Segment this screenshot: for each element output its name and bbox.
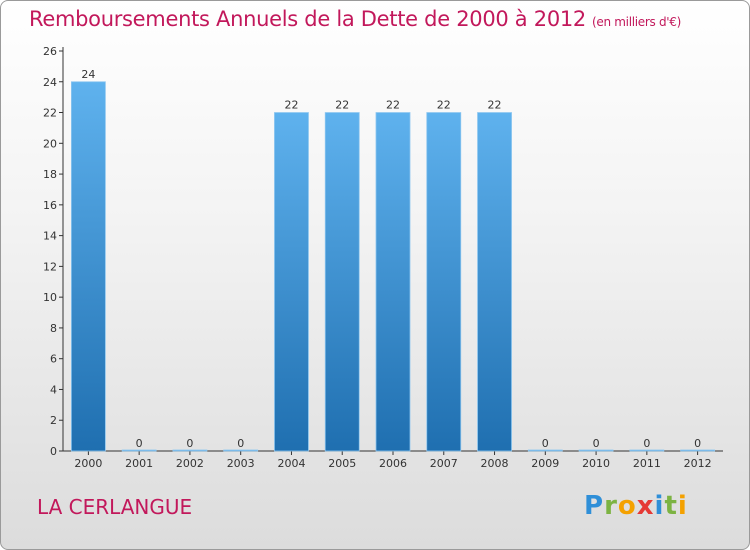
logo-letter: P xyxy=(584,491,605,521)
place-name: LA CERLANGUE xyxy=(37,495,193,519)
y-tick-label: 8 xyxy=(50,322,57,335)
data-label: 0 xyxy=(186,437,193,450)
data-label: 0 xyxy=(136,437,143,450)
x-tick-label: 2004 xyxy=(277,457,305,470)
logo-letter: r xyxy=(604,491,618,521)
bar xyxy=(680,449,716,452)
y-tick-label: 2 xyxy=(50,414,57,427)
data-label: 0 xyxy=(593,437,600,450)
logo-letter: i xyxy=(677,491,688,521)
data-label: 0 xyxy=(694,437,701,450)
data-label: 22 xyxy=(335,99,349,112)
data-label: 0 xyxy=(542,437,549,450)
proxiti-logo: Proxiti xyxy=(584,491,688,521)
bar xyxy=(324,112,360,452)
bar xyxy=(578,449,614,452)
bar xyxy=(223,449,259,452)
y-tick-label: 20 xyxy=(43,137,57,150)
data-label: 22 xyxy=(284,99,298,112)
chart-title: Remboursements Annuels de la Dette de 20… xyxy=(29,7,681,31)
bar xyxy=(274,112,309,452)
x-tick-label: 2006 xyxy=(379,457,407,470)
logo-letter: t xyxy=(664,491,678,521)
data-label: 0 xyxy=(643,437,650,450)
y-tick-label: 6 xyxy=(50,353,57,366)
bar xyxy=(477,112,512,452)
x-tick-label: 2009 xyxy=(531,457,559,470)
data-labels: 24 0 0 0 22 22 22 22 22 0 0 0 0 xyxy=(81,68,701,450)
y-tick-label: 4 xyxy=(50,383,57,396)
chart-unit: (en milliers d'€) xyxy=(592,15,682,29)
bar xyxy=(527,449,563,452)
bar xyxy=(629,449,665,452)
x-tick-label: 2008 xyxy=(481,457,509,470)
bars xyxy=(70,81,716,452)
y-tick-label: 22 xyxy=(43,107,57,120)
chart-title-text: Remboursements Annuels de la Dette de 20… xyxy=(29,7,586,31)
bar xyxy=(70,81,106,452)
y-tick-label: 16 xyxy=(43,199,57,212)
data-label: 22 xyxy=(437,99,451,112)
x-tick-label: 2011 xyxy=(633,457,661,470)
y-tick-label: 12 xyxy=(43,260,57,273)
y-tick-label: 14 xyxy=(43,230,57,243)
bar xyxy=(172,449,208,452)
logo-letter: i xyxy=(654,491,665,521)
y-tick-label: 0 xyxy=(50,445,57,458)
y-tick-label: 10 xyxy=(43,291,57,304)
y-tick-label: 26 xyxy=(43,45,57,58)
x-tick-label: 2002 xyxy=(176,457,204,470)
data-label: 0 xyxy=(237,437,244,450)
x-tick-label: 2001 xyxy=(125,457,153,470)
y-tick-label: 18 xyxy=(43,168,57,181)
x-tick-label: 2000 xyxy=(74,457,102,470)
bar xyxy=(121,449,157,452)
x-tick-label: 2012 xyxy=(684,457,712,470)
x-tick-label: 2010 xyxy=(582,457,610,470)
x-tick-label: 2005 xyxy=(328,457,356,470)
logo-letter: o xyxy=(617,491,637,521)
x-tick-label: 2003 xyxy=(227,457,255,470)
x-tick-label: 2007 xyxy=(430,457,458,470)
y-tick-label: 24 xyxy=(43,76,57,89)
bar xyxy=(375,112,411,452)
data-label: 24 xyxy=(81,68,95,81)
data-label: 22 xyxy=(386,99,400,112)
logo-letter: x xyxy=(636,491,655,521)
data-label: 22 xyxy=(488,99,502,112)
bar xyxy=(426,112,462,452)
